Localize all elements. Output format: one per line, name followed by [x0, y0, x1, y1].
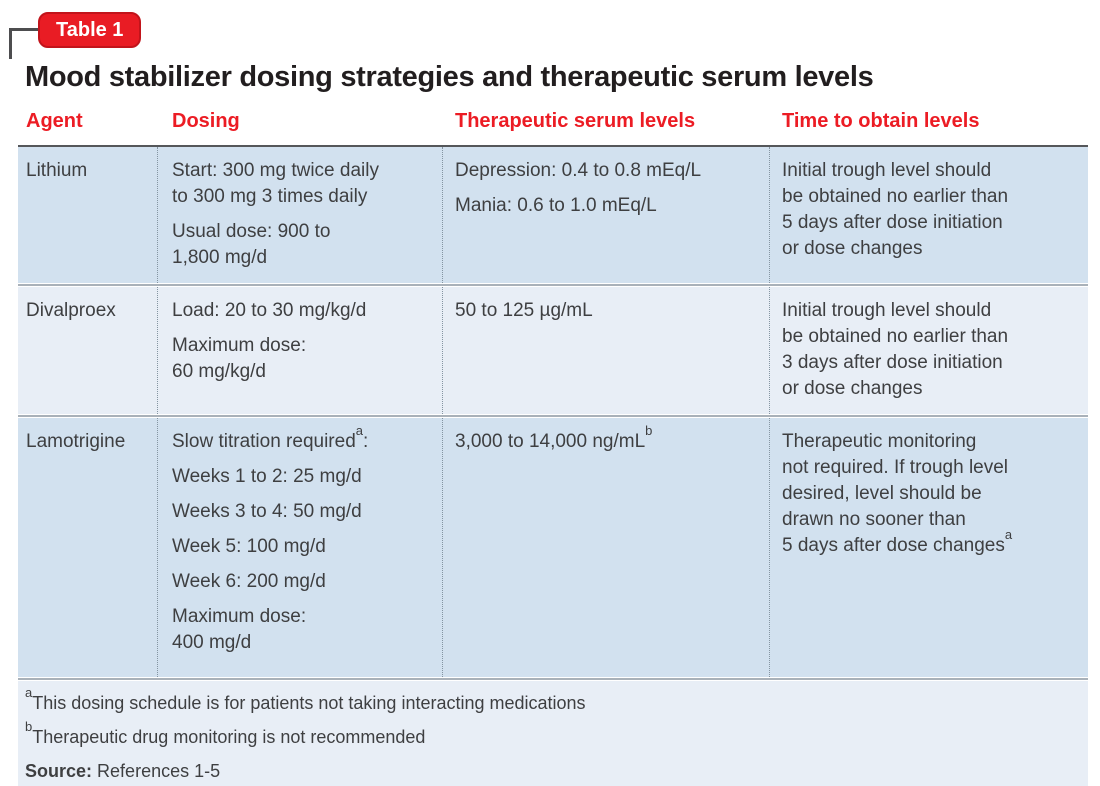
time-text: Therapeutic monitoring not required. If …	[782, 431, 1009, 556]
footnote-marker-a: a	[25, 685, 33, 700]
cell-serum-levels: Depression: 0.4 to 0.8 mEq/L Mania: 0.6 …	[443, 147, 770, 283]
cell-agent: Lithium	[18, 147, 158, 283]
dosing-paragraph: Maximum dose: 400 mg/d	[172, 606, 307, 653]
cell-serum-levels: 50 to 125 µg/mL	[443, 287, 770, 414]
dosing-paragraph: Weeks 3 to 4: 50 mg/d	[172, 501, 362, 522]
table-header-row: Agent Dosing Therapeutic serum levels Ti…	[18, 109, 1088, 145]
source-line: Source: References 1-5	[25, 760, 1078, 782]
footnote-marker-b: b	[645, 422, 653, 438]
cell-dosing: Load: 20 to 30 mg/kg/d Maximum dose: 60 …	[158, 287, 443, 414]
footnote-a-text: This dosing schedule is for patients not…	[32, 693, 586, 713]
agent-name: Divalproex	[26, 300, 116, 321]
header-dosing: Dosing	[172, 110, 240, 132]
table-row-divalproex: Divalproex Load: 20 to 30 mg/kg/d Maximu…	[18, 287, 1088, 414]
serum-paragraph: 3,000 to 14,000 ng/mLb	[455, 424, 759, 455]
time-paragraph: Initial trough level should be obtained …	[782, 300, 1009, 399]
table-row-lamotrigine: Lamotrigine Slow titration requireda: We…	[18, 418, 1088, 677]
dosing-intro-colon: :	[363, 431, 369, 452]
time-paragraph: Initial trough level should be obtained …	[782, 160, 1009, 259]
footnote-a: aThis dosing schedule is for patients no…	[25, 686, 1078, 714]
cell-serum-levels: 3,000 to 14,000 ng/mLb	[443, 418, 770, 677]
dosing-paragraph: Slow titration requireda:	[172, 424, 432, 455]
table-footnotes: aThis dosing schedule is for patients no…	[18, 681, 1088, 786]
cell-time-to-obtain: Therapeutic monitoring not required. If …	[770, 418, 1088, 677]
dosing-paragraph: Start: 300 mg twice daily to 300 mg 3 ti…	[172, 160, 379, 207]
corner-bracket	[9, 28, 42, 59]
row-divider	[18, 283, 1088, 287]
table-badge: Table 1	[38, 12, 142, 48]
cell-time-to-obtain: Initial trough level should be obtained …	[770, 147, 1088, 283]
cell-dosing: Start: 300 mg twice daily to 300 mg 3 ti…	[158, 147, 443, 283]
table-title: Mood stabilizer dosing strategies and th…	[25, 61, 874, 93]
header-rule	[18, 145, 1088, 147]
agent-name: Lamotrigine	[26, 431, 126, 452]
dosing-paragraph: Week 6: 200 mg/d	[172, 571, 326, 592]
cell-dosing: Slow titration requireda: Weeks 1 to 2: …	[158, 418, 443, 677]
header-serum-levels: Therapeutic serum levels	[455, 110, 696, 132]
dosing-paragraph: Maximum dose: 60 mg/kg/d	[172, 335, 307, 382]
row-divider	[18, 414, 1088, 418]
serum-range-text: 3,000 to 14,000 ng/mL	[455, 431, 646, 452]
time-paragraph: Therapeutic monitoring not required. If …	[782, 429, 1078, 559]
footnote-b: bTherapeutic drug monitoring is not reco…	[25, 720, 1078, 748]
dosing-intro-text: Slow titration required	[172, 431, 356, 452]
serum-paragraph: Mania: 0.6 to 1.0 mEq/L	[455, 195, 657, 216]
table-badge-label: Table 1	[56, 18, 124, 41]
cell-agent: Divalproex	[18, 287, 158, 414]
dosing-paragraph: Usual dose: 900 to 1,800 mg/d	[172, 221, 331, 268]
row-divider	[18, 677, 1088, 681]
header-time-to-obtain: Time to obtain levels	[782, 110, 980, 132]
footnote-marker-b: b	[25, 719, 33, 734]
serum-paragraph: 50 to 125 µg/mL	[455, 300, 593, 321]
source-text: References 1-5	[97, 761, 221, 781]
cell-time-to-obtain: Initial trough level should be obtained …	[770, 287, 1088, 414]
agent-name: Lithium	[26, 160, 88, 181]
serum-paragraph: Depression: 0.4 to 0.8 mEq/L	[455, 160, 702, 181]
header-agent: Agent	[26, 110, 83, 132]
footnote-marker-a: a	[1004, 526, 1013, 542]
source-label: Source:	[25, 761, 93, 781]
dosing-paragraph: Week 5: 100 mg/d	[172, 536, 326, 557]
footnote-marker-a: a	[355, 422, 363, 438]
dosing-table: Agent Dosing Therapeutic serum levels Ti…	[18, 109, 1088, 786]
dosing-paragraph: Load: 20 to 30 mg/kg/d	[172, 300, 367, 321]
table-row-lithium: Lithium Start: 300 mg twice daily to 300…	[18, 147, 1088, 283]
footnote-b-text: Therapeutic drug monitoring is not recom…	[32, 727, 426, 747]
dosing-paragraph: Weeks 1 to 2: 25 mg/d	[172, 466, 362, 487]
cell-agent: Lamotrigine	[18, 418, 158, 677]
